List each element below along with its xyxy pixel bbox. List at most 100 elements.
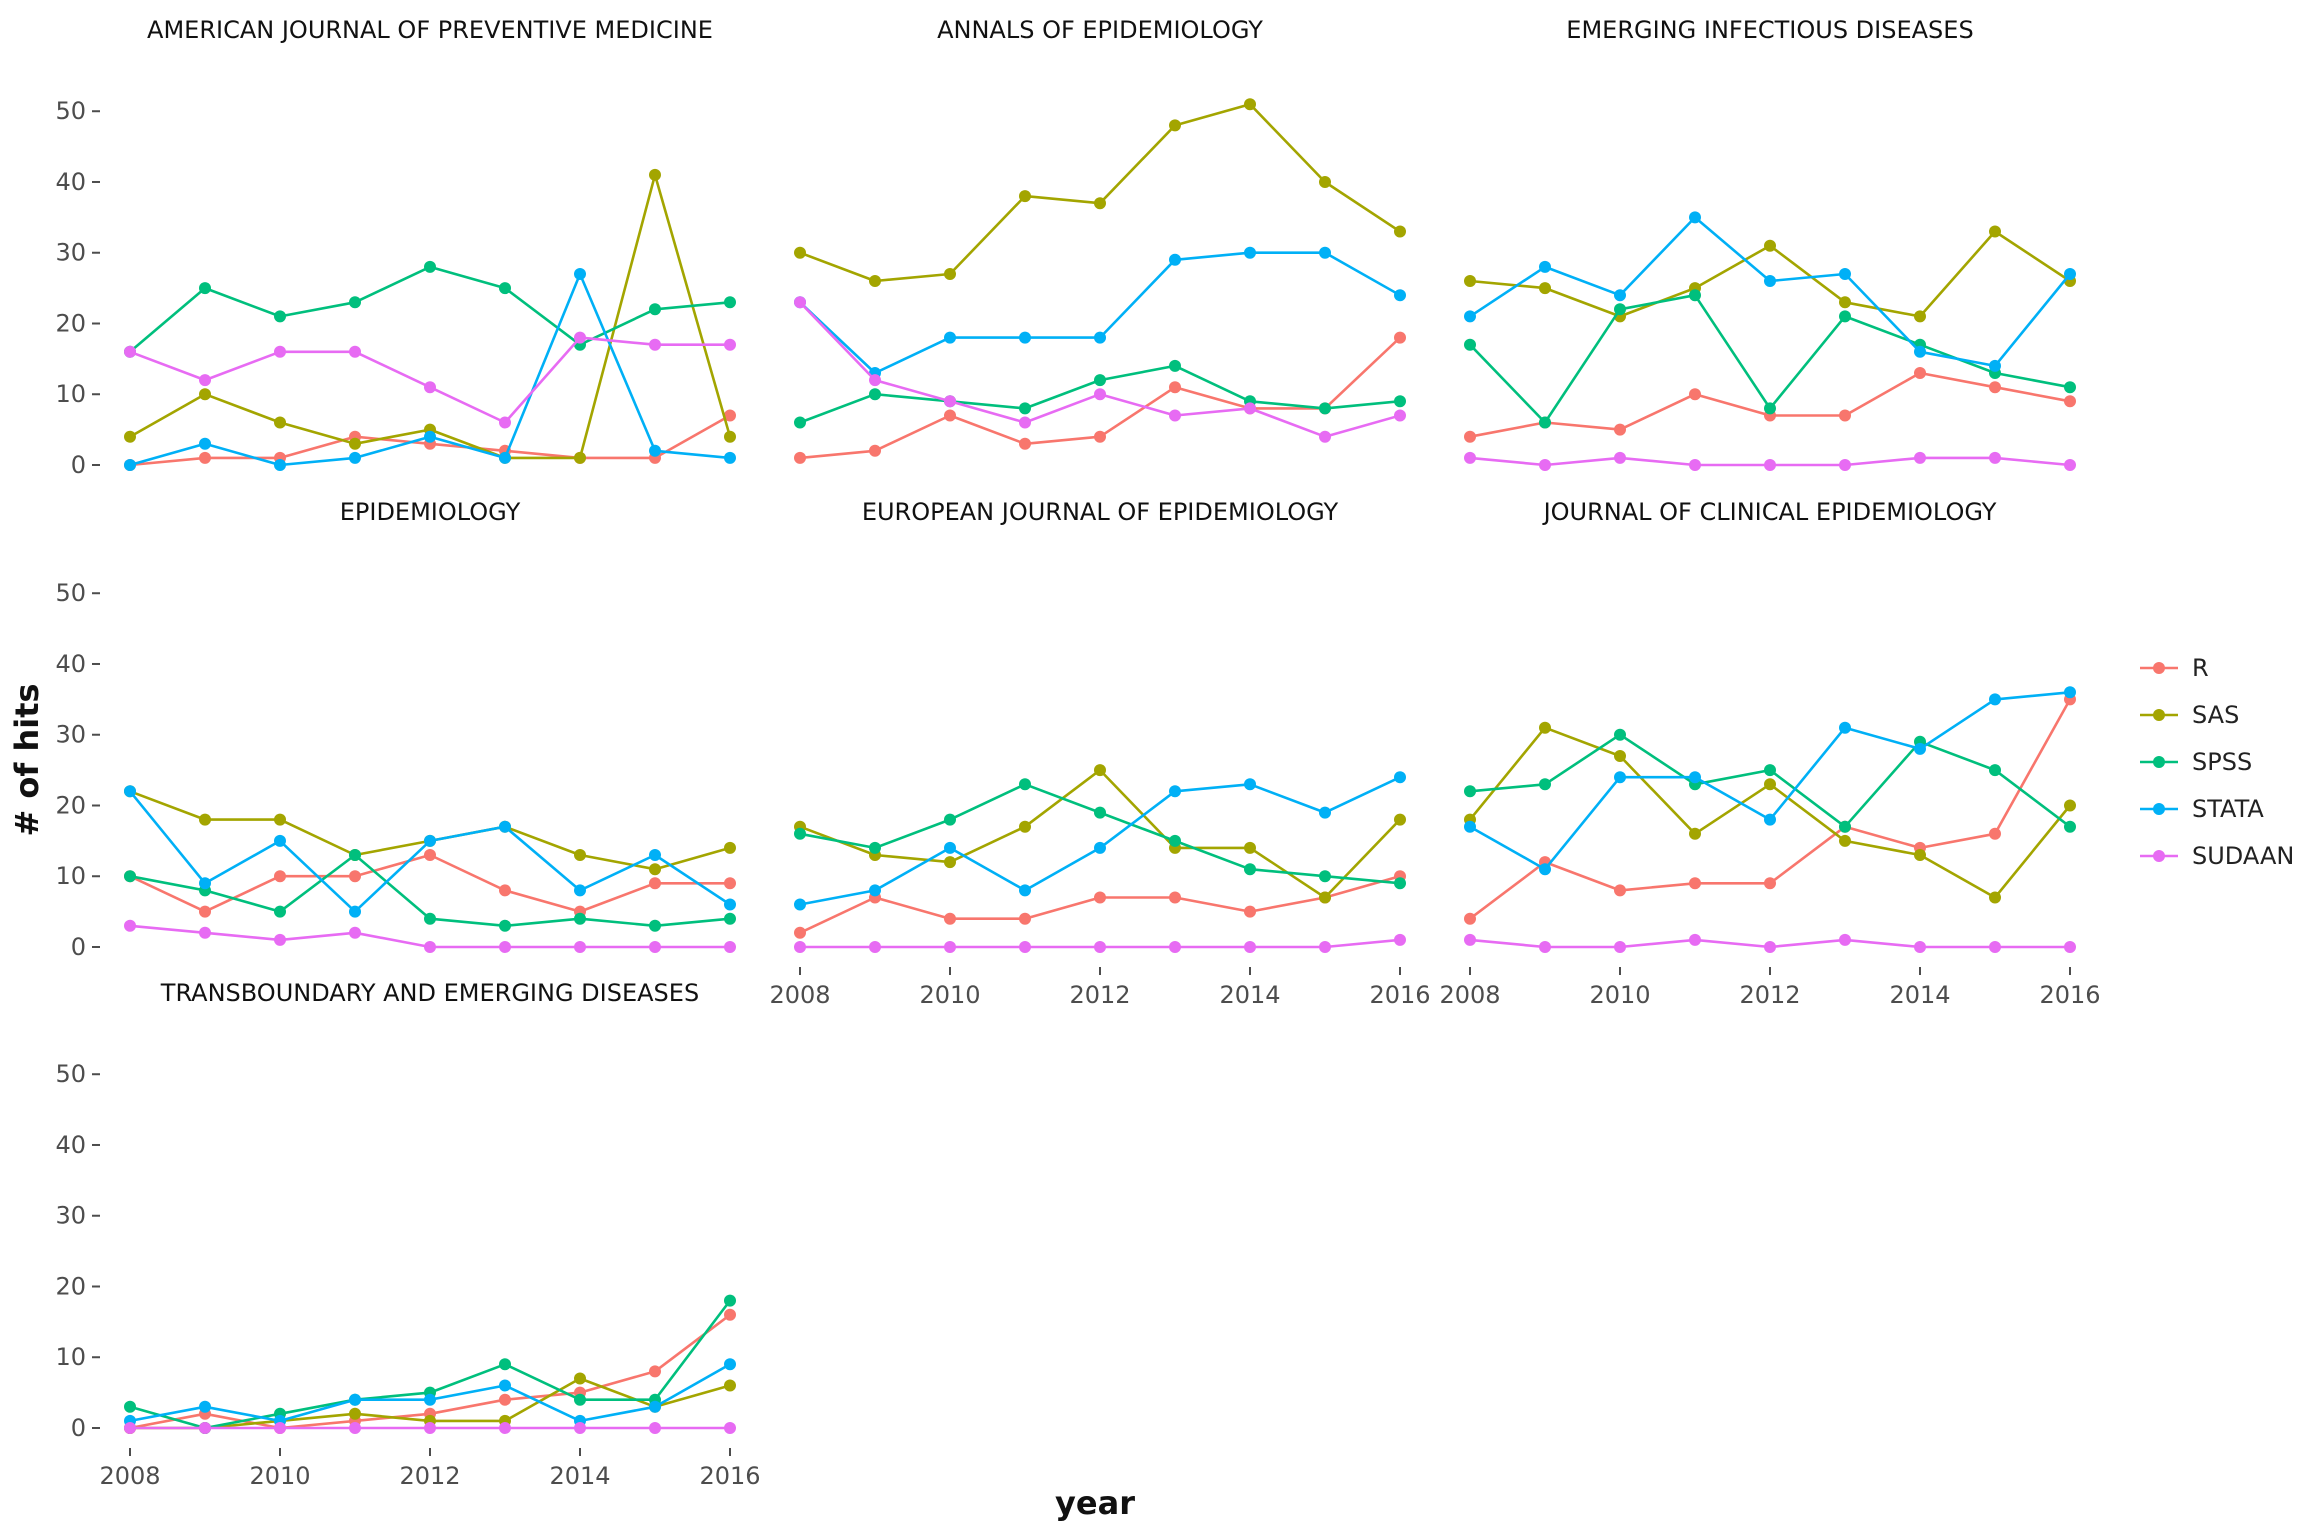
- y-tick-label: 10: [55, 862, 86, 890]
- data-point-r: [1989, 827, 2001, 840]
- data-point-sudaan: [574, 941, 586, 953]
- data-point-r: [794, 451, 806, 464]
- data-point-sudaan: [649, 338, 661, 351]
- data-point-spss: [499, 1358, 511, 1371]
- data-point-sudaan: [124, 345, 136, 358]
- data-point-spss: [1094, 806, 1106, 819]
- y-tick-label: 40: [55, 168, 86, 196]
- data-point-sudaan: [1689, 933, 1701, 946]
- data-point-spss: [724, 296, 736, 309]
- data-point-sudaan: [649, 1422, 661, 1434]
- data-point-sudaan: [1464, 933, 1476, 946]
- data-point-stata: [499, 820, 511, 833]
- data-point-sudaan: [1019, 416, 1031, 429]
- data-point-stata: [869, 884, 881, 897]
- series-line-r: [799, 874, 1401, 934]
- y-tick-label: 50: [55, 579, 86, 607]
- data-point-sas: [1319, 891, 1331, 904]
- data-point-r: [499, 884, 511, 897]
- y-tick-label: 0: [71, 1414, 86, 1442]
- legend-item-stata: STATA: [2140, 795, 2264, 823]
- data-point-sas: [1539, 282, 1551, 295]
- y-tick-label: 30: [55, 239, 86, 267]
- data-point-sas: [649, 863, 661, 876]
- legend-key-point: [2153, 662, 2165, 674]
- data-point-stata: [1019, 884, 1031, 897]
- data-point-spss: [1464, 338, 1476, 351]
- data-point-stata: [1464, 310, 1476, 323]
- data-point-sudaan: [1464, 451, 1476, 464]
- data-point-spss: [124, 1400, 136, 1413]
- series-line-stata: [799, 251, 1401, 375]
- panel-title: JOURNAL OF CLINICAL EPIDEMIOLOGY: [1542, 498, 1997, 526]
- data-point-sas: [1169, 119, 1181, 132]
- data-point-stata: [199, 1400, 211, 1413]
- data-point-sas: [649, 168, 661, 181]
- data-point-stata: [1614, 771, 1626, 784]
- series-line-spss: [799, 782, 1401, 885]
- data-point-sudaan: [1914, 451, 1926, 464]
- data-point-stata: [574, 884, 586, 897]
- data-point-sudaan: [2064, 459, 2076, 471]
- data-point-stata: [349, 451, 361, 464]
- data-point-sudaan: [1094, 388, 1106, 401]
- data-point-sudaan: [199, 1422, 211, 1434]
- data-point-spss: [574, 1393, 586, 1406]
- data-point-stata: [124, 785, 136, 798]
- data-point-sas: [1394, 813, 1406, 826]
- data-point-sas: [1019, 190, 1031, 203]
- data-point-spss: [2064, 381, 2076, 394]
- data-point-sudaan: [574, 331, 586, 344]
- data-point-r: [1464, 912, 1476, 925]
- data-point-spss: [794, 827, 806, 840]
- y-tick-label: 20: [55, 791, 86, 819]
- data-point-r: [1394, 331, 1406, 344]
- legend-item-sas: SAS: [2140, 701, 2239, 729]
- data-point-sas: [1989, 891, 2001, 904]
- data-point-spss: [574, 912, 586, 925]
- data-point-sudaan: [1394, 409, 1406, 422]
- data-point-r: [499, 1393, 511, 1406]
- data-point-stata: [2064, 268, 2076, 280]
- data-point-spss: [1764, 764, 1776, 777]
- data-point-spss: [1764, 402, 1776, 415]
- data-point-stata: [274, 834, 286, 847]
- data-point-r: [724, 877, 736, 890]
- data-point-sas: [124, 430, 136, 443]
- data-point-spss: [1539, 778, 1551, 791]
- data-point-sudaan: [1539, 459, 1551, 471]
- data-point-sas: [574, 1372, 586, 1385]
- data-point-stata: [649, 444, 661, 457]
- data-point-sas: [1914, 310, 1926, 323]
- panel-epidemiology: EPIDEMIOLOGY 0 10 20 30 40 50: [55, 498, 736, 961]
- legend-key-point: [2153, 803, 2165, 815]
- data-point-spss: [1319, 402, 1331, 415]
- data-point-sudaan: [124, 919, 136, 932]
- legend-key-point: [2153, 709, 2165, 721]
- legend-label: SUDAAN: [2192, 842, 2294, 870]
- legend-label: STATA: [2192, 795, 2264, 823]
- data-point-sudaan: [1319, 430, 1331, 443]
- data-point-sudaan: [944, 941, 956, 953]
- data-point-spss: [794, 416, 806, 429]
- y-tick-label: 20: [55, 309, 86, 337]
- x-tick-label: 2012: [1739, 981, 1800, 1009]
- data-point-spss: [1244, 863, 1256, 876]
- data-point-spss: [1094, 374, 1106, 387]
- data-point-sudaan: [1244, 941, 1256, 953]
- data-point-sas: [1839, 296, 1851, 309]
- data-point-stata: [649, 1400, 661, 1413]
- data-point-stata: [1839, 721, 1851, 734]
- data-point-sudaan: [499, 941, 511, 953]
- data-point-r: [649, 1365, 661, 1378]
- data-point-sudaan: [574, 1422, 586, 1434]
- data-point-spss: [724, 912, 736, 925]
- data-point-sudaan: [724, 338, 736, 351]
- y-tick-label: 0: [71, 933, 86, 961]
- y-tick-label: 50: [55, 97, 86, 125]
- data-point-sudaan: [649, 941, 661, 953]
- data-point-stata: [794, 898, 806, 911]
- data-point-sas: [1764, 778, 1776, 791]
- data-point-sas: [1244, 98, 1256, 111]
- data-point-sas: [1989, 225, 2001, 238]
